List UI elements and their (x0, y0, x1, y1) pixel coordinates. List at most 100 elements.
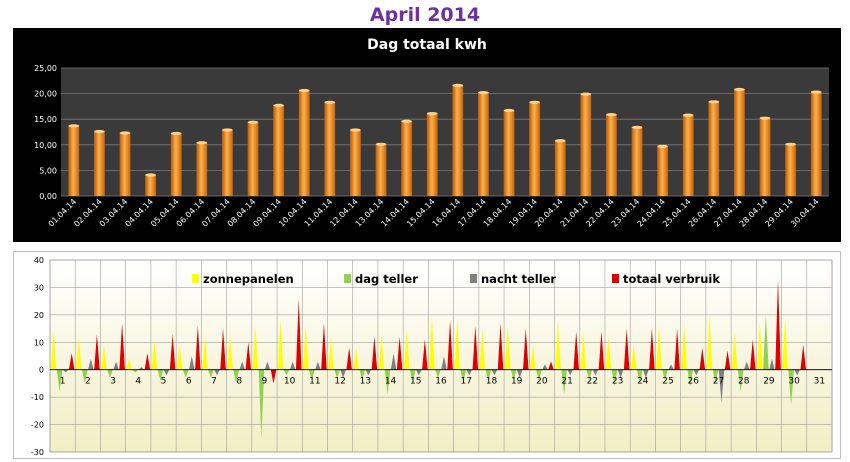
spike-zonnepanelen (101, 345, 107, 370)
spike-zonnepanelen (403, 328, 410, 370)
spike-totaal-verbruik (522, 328, 529, 370)
x-tick-label: 28 (738, 377, 750, 387)
spike-zonnepanelen (580, 331, 587, 370)
bar-cap (324, 100, 336, 104)
spike-nacht-teller (239, 361, 245, 370)
spike-zonnepanelen (75, 336, 82, 370)
bar (247, 122, 259, 196)
legend-label: nacht teller (481, 272, 556, 286)
x-tick-label: 22 (587, 377, 598, 387)
x-tick-label: 23 (612, 377, 623, 387)
spike-zonnepanelen (277, 317, 284, 370)
legend-label: totaal verbruik (623, 272, 720, 286)
bar (170, 133, 182, 196)
spike-totaal-verbruik (68, 353, 75, 370)
page-title: April 2014 (369, 4, 481, 26)
spike-nacht-teller (466, 369, 473, 376)
spike-zonnepanelen (681, 323, 687, 370)
spike-zonnepanelen (378, 334, 385, 370)
bar-cap (452, 83, 464, 88)
spike-totaal-verbruik (169, 334, 176, 370)
x-tick-label: 24 (637, 377, 649, 387)
x-tick-label: 7 (211, 377, 217, 387)
spike-nacht-teller (188, 356, 195, 370)
bar (401, 121, 412, 196)
spike-totaal-verbruik (674, 328, 680, 370)
bar (606, 114, 617, 196)
spike-dag-teller (409, 369, 416, 384)
bar-cap (426, 111, 438, 116)
spike-nacht-teller (340, 369, 346, 378)
spike-dag-teller (763, 314, 769, 370)
spike-dag-teller (56, 369, 63, 392)
bar (529, 102, 540, 196)
spike-nacht-teller (88, 358, 94, 370)
spike-dag-teller (82, 369, 88, 384)
spike-totaal-verbruik (245, 342, 252, 370)
bar-cap (298, 88, 310, 93)
spike-nacht-teller (516, 369, 523, 378)
spike-zonnepanelen (731, 331, 738, 370)
spike-totaal-verbruik (548, 361, 554, 370)
spike-totaal-verbruik (346, 347, 352, 370)
legend-swatch (612, 274, 619, 283)
spike-zonnepanelen (202, 336, 208, 370)
x-tick-label: 1 (60, 377, 66, 387)
spike-zonnepanelen (530, 345, 536, 370)
spike-nacht-teller (491, 369, 498, 376)
y-tick-label: -20 (31, 421, 44, 430)
spike-totaal-verbruik (321, 323, 327, 370)
bar (350, 129, 361, 196)
bar-cap (503, 108, 515, 113)
x-tick-label: 19 (511, 377, 523, 387)
x-tick-label: 14 (385, 377, 397, 387)
spike-dag-teller (485, 369, 492, 381)
spike-nacht-teller (390, 353, 397, 370)
bar-cap (606, 112, 617, 117)
y-tick-label: 0 (39, 366, 44, 375)
daily-total-chart: Dag totaal kwh 0,00 5,00 10,00 15,00 20,00 25… (13, 28, 841, 242)
spike-dag-teller (208, 369, 214, 378)
x-tick-label: 15 (410, 377, 421, 387)
spike-nacht-teller (794, 369, 800, 376)
x-tick-label: 6 (186, 377, 192, 387)
bar (375, 144, 387, 196)
spike-dag-teller (611, 369, 618, 387)
spike-zonnepanelen (429, 314, 435, 370)
spike-nacht-teller (138, 366, 145, 370)
bar (145, 175, 156, 196)
bar (68, 125, 80, 196)
bar-cap (478, 90, 489, 95)
spike-nacht-teller (289, 361, 296, 370)
spike-nacht-teller (567, 369, 573, 376)
spike-zonnepanelen (328, 336, 334, 370)
bar-cap (170, 131, 182, 136)
spike-totaal-verbruik (649, 328, 655, 370)
spike-nacht-teller (592, 369, 599, 376)
spike-totaal-verbruik (800, 345, 807, 370)
spike-totaal-verbruik (295, 298, 302, 370)
spike-totaal-verbruik (472, 325, 479, 370)
x-tick-label: 31 (814, 377, 825, 387)
y-tick-label: 30 (34, 283, 44, 292)
spike-totaal-verbruik (396, 336, 403, 370)
x-tick-label: 10 (284, 377, 296, 387)
spike-zonnepanelen (757, 323, 763, 370)
spike-totaal-verbruik (422, 339, 428, 370)
x-tick-label: 16 (435, 377, 447, 387)
y-tick-label: 0,00 (39, 192, 57, 201)
x-tick-label: 9 (262, 377, 268, 387)
x-tick-label: 12 (334, 377, 345, 387)
x-tick-label: 5 (161, 377, 167, 387)
spike-zonnepanelen (353, 347, 360, 370)
x-tick-label: 17 (460, 377, 471, 387)
spike-zonnepanelen (782, 317, 788, 370)
bar-cap (810, 90, 822, 94)
spike-nacht-teller (769, 358, 775, 370)
bar-cap (350, 128, 361, 132)
spike-totaal-verbruik (119, 323, 125, 370)
spike-zonnepanelen (479, 328, 486, 370)
plot-area (49, 259, 833, 453)
spike-zonnepanelen (227, 334, 233, 370)
spike-totaal-verbruik (195, 325, 201, 370)
